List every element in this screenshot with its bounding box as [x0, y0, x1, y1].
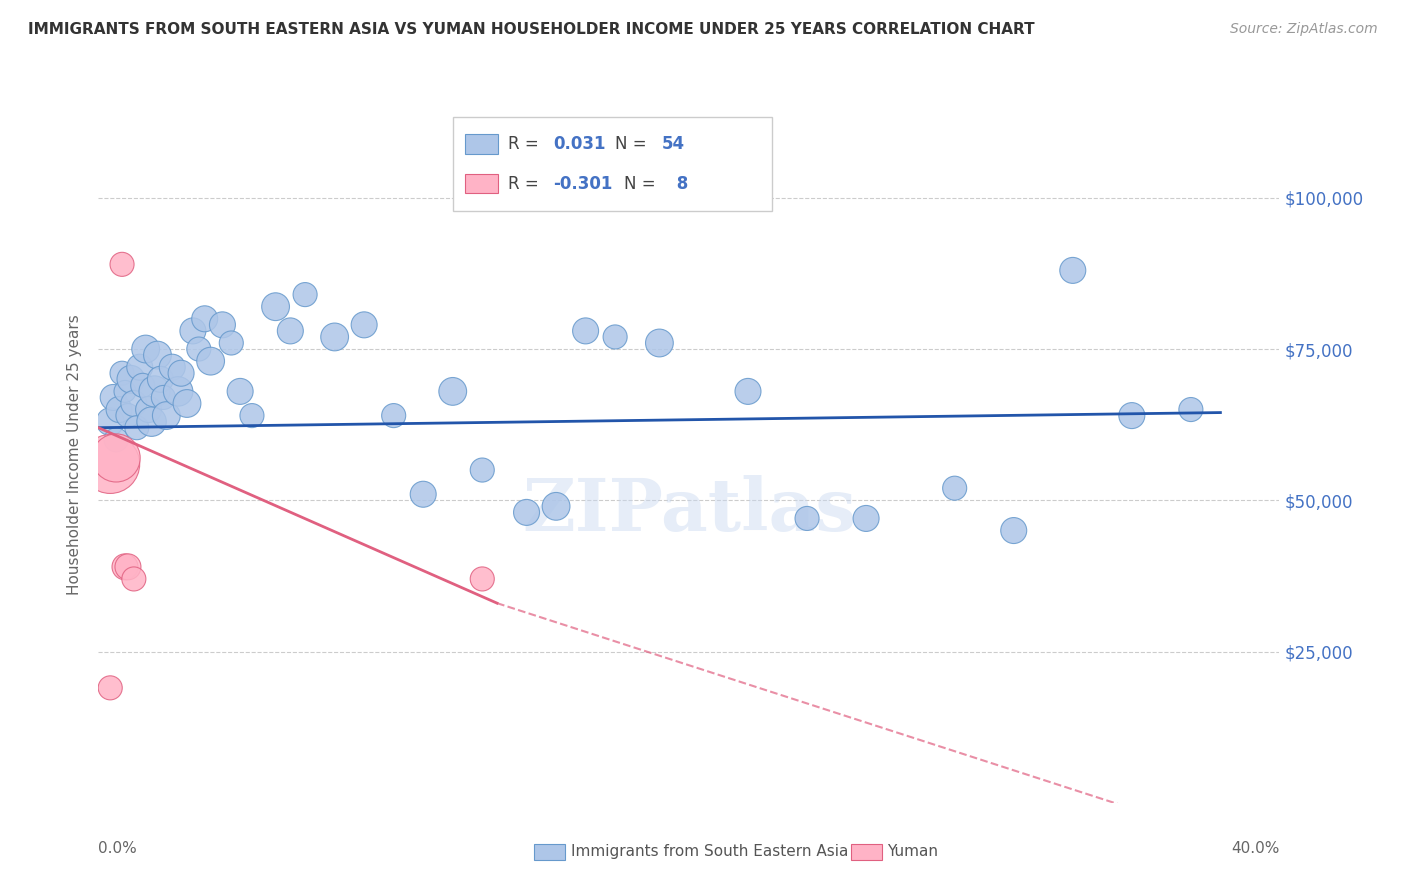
Point [128, 360, 150, 375]
Text: N =: N = [624, 175, 661, 193]
Point [117, 559, 139, 574]
Point [108, 402, 131, 417]
Text: 0.0%: 0.0% [98, 841, 138, 856]
Text: N =: N = [614, 135, 651, 153]
Point [1121, 409, 1143, 423]
Point [138, 402, 160, 417]
Point [264, 300, 287, 314]
Text: 8: 8 [671, 175, 689, 193]
Text: IMMIGRANTS FROM SOUTH EASTERN ASIA VS YUMAN HOUSEHOLDER INCOME UNDER 25 YEARS CO: IMMIGRANTS FROM SOUTH EASTERN ASIA VS YU… [28, 22, 1035, 37]
Text: Source: ZipAtlas.com: Source: ZipAtlas.com [1230, 22, 1378, 37]
Point [229, 384, 252, 399]
Point [1062, 263, 1084, 277]
Point [103, 391, 125, 405]
Point [149, 372, 172, 386]
Point [294, 287, 316, 301]
Point [471, 463, 494, 477]
Point [98, 415, 121, 429]
Point [181, 324, 204, 338]
Point [141, 415, 163, 429]
Point [605, 330, 627, 344]
Point [167, 384, 190, 399]
Text: R =: R = [508, 135, 544, 153]
Point [143, 384, 166, 399]
Text: -0.301: -0.301 [553, 175, 613, 193]
Point [105, 433, 128, 447]
Point [353, 318, 375, 332]
Point [98, 681, 121, 695]
Point [187, 342, 209, 356]
Point [125, 420, 148, 434]
Point [648, 336, 671, 351]
Bar [464, 174, 498, 194]
Point [221, 336, 243, 351]
Point [516, 505, 538, 519]
Point [170, 366, 193, 380]
Point [323, 330, 346, 344]
Text: 0.031: 0.031 [553, 135, 606, 153]
Point [152, 391, 174, 405]
Text: Immigrants from South Eastern Asia: Immigrants from South Eastern Asia [571, 845, 848, 859]
Point [412, 487, 434, 501]
Point [796, 511, 818, 525]
FancyBboxPatch shape [453, 118, 772, 211]
Point [176, 396, 198, 410]
Point [114, 384, 136, 399]
Y-axis label: Householder Income Under 25 years: Householder Income Under 25 years [67, 315, 83, 595]
Point [98, 457, 121, 471]
Text: 54: 54 [662, 135, 685, 153]
Point [111, 366, 134, 380]
Point [441, 384, 464, 399]
Text: Yuman: Yuman [887, 845, 938, 859]
Point [211, 318, 233, 332]
Bar [464, 134, 498, 153]
Point [155, 409, 177, 423]
Point [162, 360, 183, 375]
Text: ZIPatlas: ZIPatlas [522, 475, 856, 546]
Point [135, 342, 157, 356]
Point [122, 396, 145, 410]
Point [120, 372, 142, 386]
Point [471, 572, 494, 586]
Text: 40.0%: 40.0% [1232, 841, 1279, 856]
Point [280, 324, 302, 338]
Point [200, 354, 222, 368]
Point [132, 378, 155, 392]
Point [382, 409, 405, 423]
Point [546, 500, 568, 514]
Point [737, 384, 759, 399]
Point [111, 257, 134, 271]
Text: R =: R = [508, 175, 544, 193]
Point [943, 481, 966, 495]
Point [1180, 402, 1202, 417]
Point [105, 450, 128, 465]
Point [146, 348, 169, 362]
Point [240, 409, 263, 423]
Point [122, 572, 145, 586]
Point [117, 409, 139, 423]
Point [194, 311, 217, 326]
Point [114, 559, 136, 574]
Point [855, 511, 877, 525]
Point [575, 324, 598, 338]
Point [1002, 524, 1025, 538]
